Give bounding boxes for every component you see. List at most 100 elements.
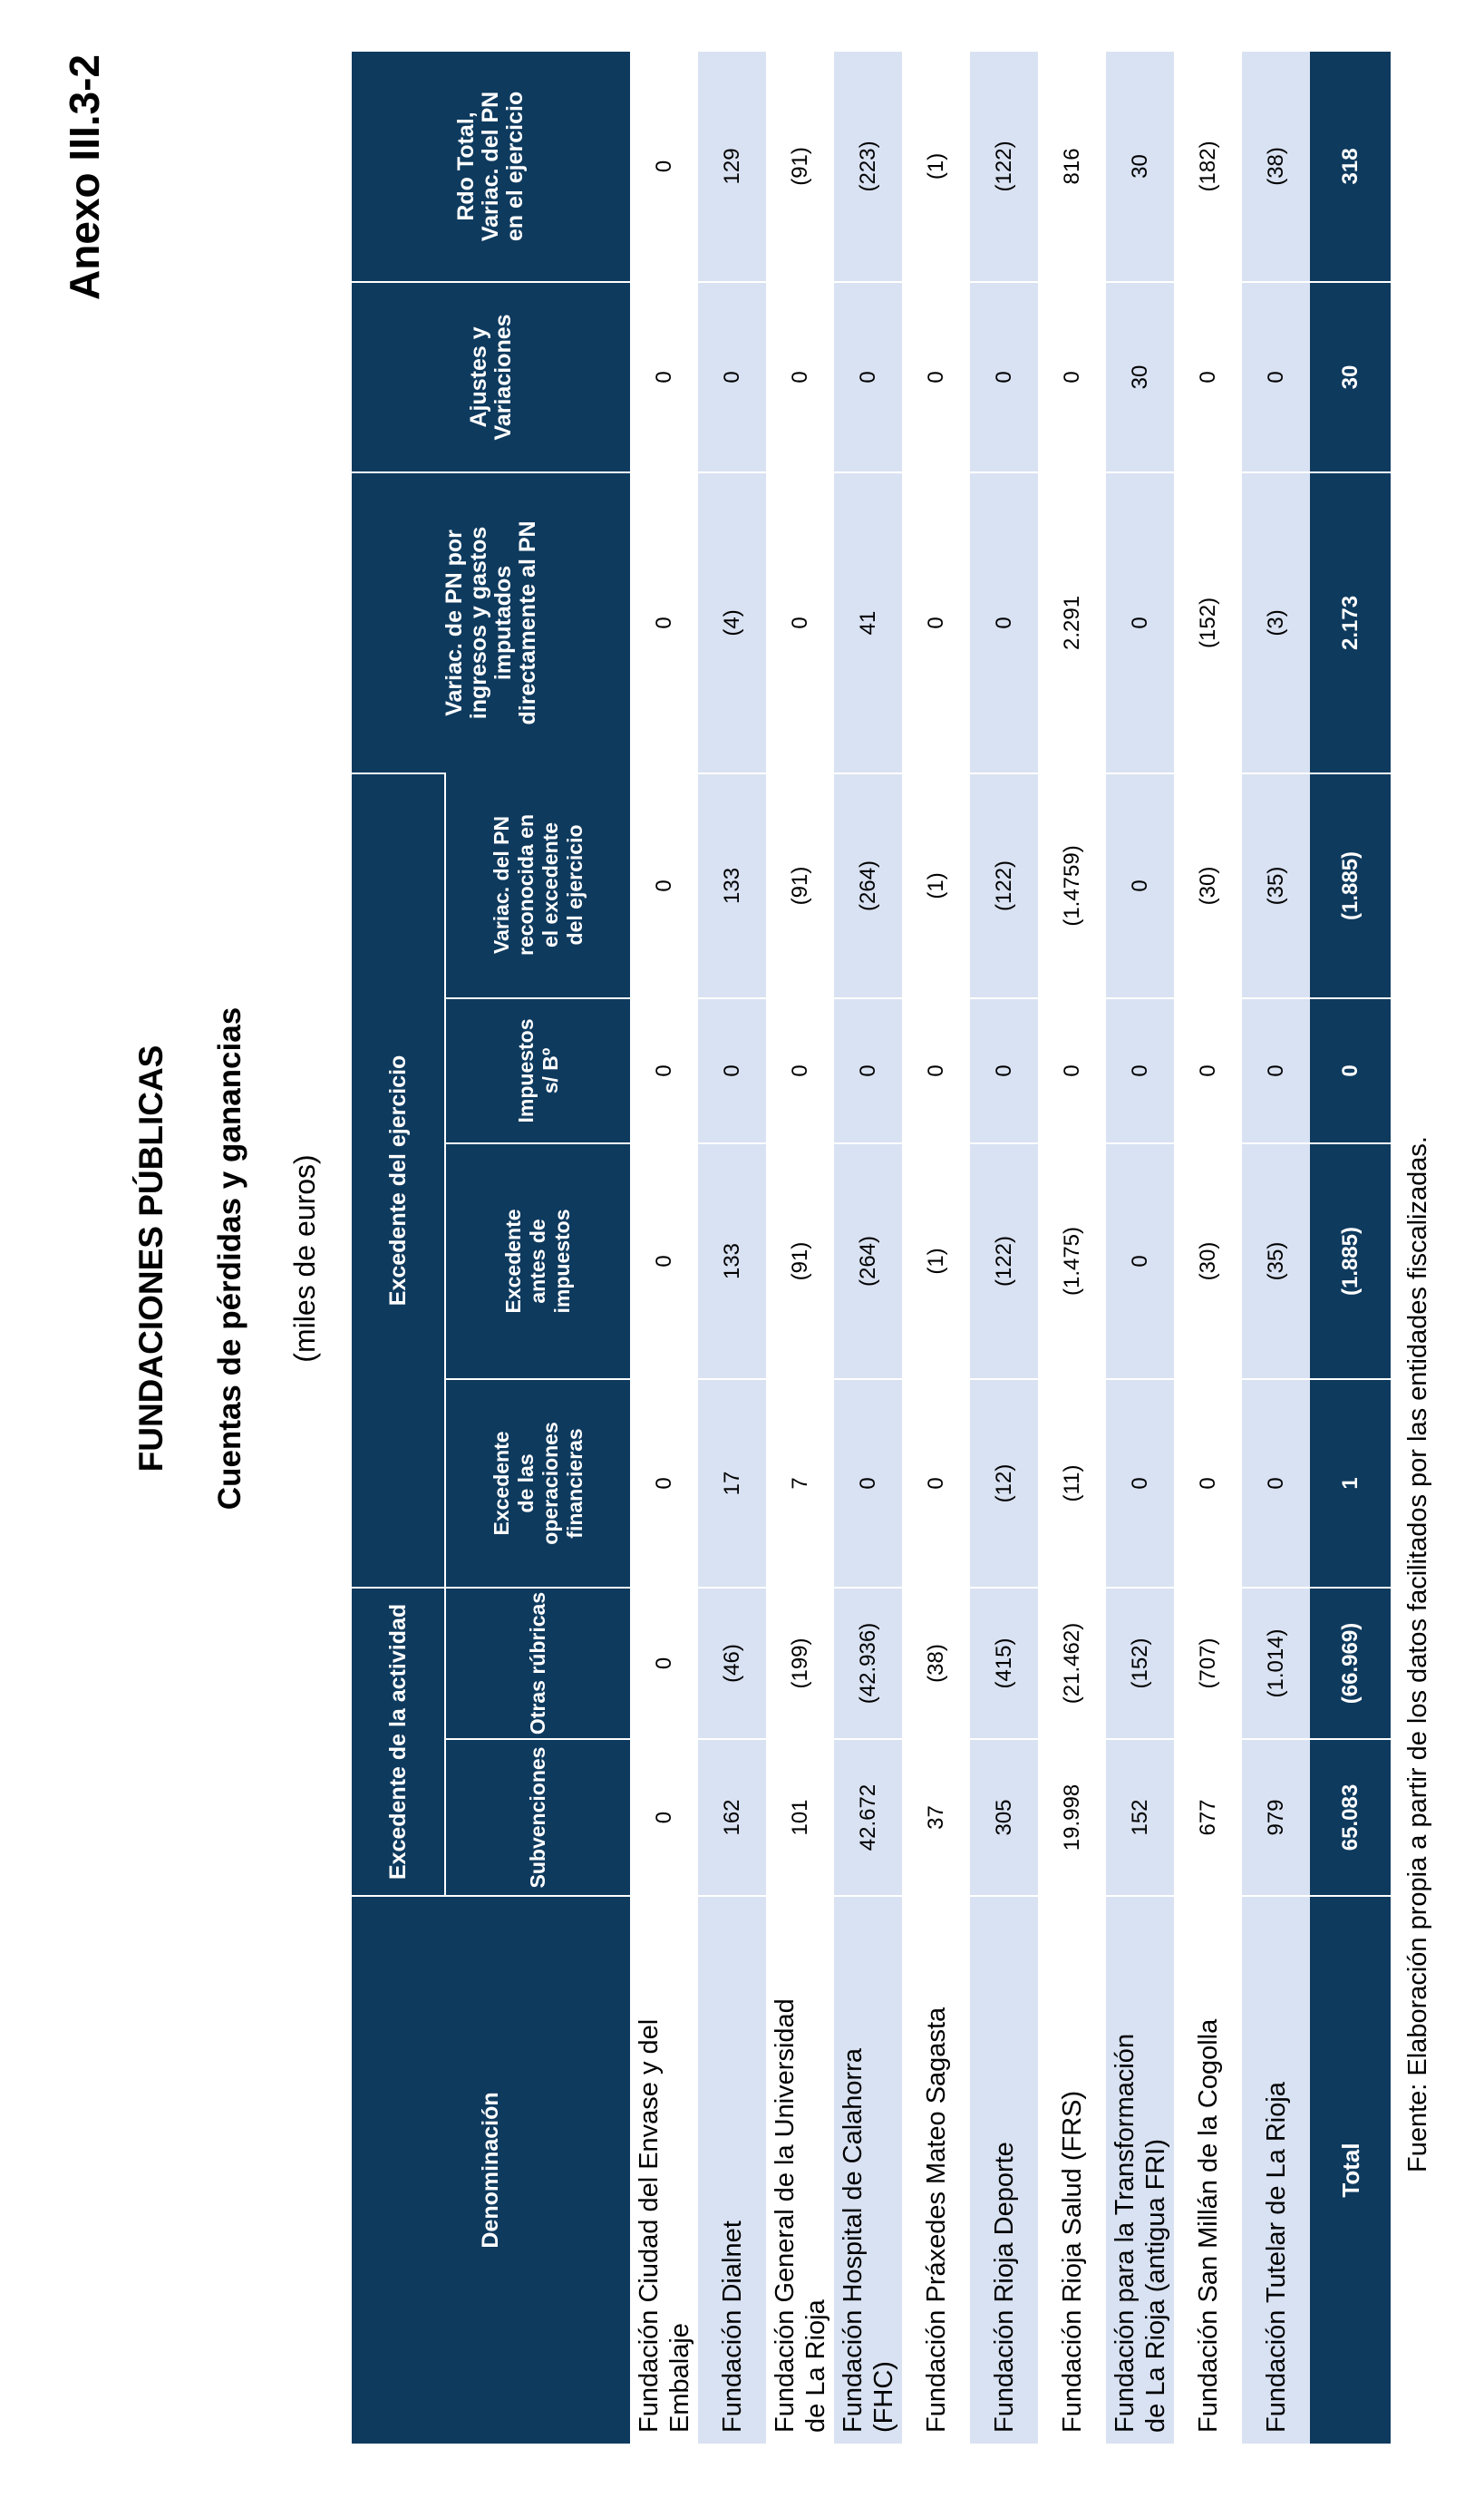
profit-loss-table: Denominación Excedente de la actividad E… [352, 51, 1391, 2444]
col-header-ajustes-variaciones: Ajustes y Variaciones [352, 280, 630, 471]
cell-variac-pn-reconocida-excedente: (91) [766, 772, 834, 997]
cell-rdo-total-variac-pn: (91) [766, 51, 834, 281]
cell-impuestos-sobre-beneficios: 0 [1242, 996, 1310, 1142]
group-header-excedente-ejercicio: Excedente del ejercicio [352, 772, 446, 1587]
table-row: Fundación Rioja Deporte 305 (415) (12) (122)… [970, 51, 1038, 2444]
cell-impuestos-sobre-beneficios: 0 [902, 996, 970, 1142]
col-header-variac-pn-reconocida-excedente: Variac. del PN reconocida en el excedent… [446, 772, 630, 997]
cell-excedente-operaciones-financieras: (12) [970, 1377, 1038, 1587]
page-subtitle: Cuentas de pérdidas y ganancias [212, 1006, 247, 1511]
total-cell-excedente-antes-impuestos: (1.885) [1310, 1142, 1391, 1378]
cell-excedente-antes-impuestos: (122) [970, 1142, 1038, 1378]
row-name-cell: Fundación Tutelar de La Rioja [1242, 1895, 1310, 2444]
cell-variac-pn-ingresos-gastos-imputados: 2.291 [1038, 471, 1106, 773]
cell-otras-rubricas: (199) [766, 1586, 834, 1738]
cell-excedente-operaciones-financieras: 0 [1242, 1377, 1310, 1587]
cell-variac-pn-ingresos-gastos-imputados: (3) [1242, 471, 1310, 773]
group-header-excedente-actividad: Excedente de la actividad [352, 1586, 446, 1895]
cell-subvenciones: 677 [1174, 1738, 1242, 1895]
col-header-variac-pn-ingresos-gastos-imputados: Variac. de PN por ingresos y gastos impu… [352, 471, 630, 773]
table-row: Fundación Tutelar de La Rioja 979 (1.014) 0… [1242, 51, 1310, 2444]
cell-variac-pn-ingresos-gastos-imputados: 41 [834, 471, 902, 773]
table-row: Fundación San Millán de la Cogolla 677 (70… [1174, 51, 1242, 2444]
cell-excedente-antes-impuestos: 0 [1106, 1142, 1174, 1378]
table-row: Fundación para la Transformación de La R… [1106, 51, 1174, 2444]
cell-rdo-total-variac-pn: (38) [1242, 51, 1310, 281]
total-row: Total 65.083 (66.969) 1 (1.885) 0 (1.885) 2.173… [1310, 51, 1391, 2444]
col-header-excedente-operaciones-financieras: Excedente de las operaciones financieras [446, 1377, 630, 1587]
cell-excedente-antes-impuestos: (30) [1174, 1142, 1242, 1378]
cell-otras-rubricas: (1.014) [1242, 1586, 1310, 1738]
cell-excedente-antes-impuestos: (1.475) [1038, 1142, 1106, 1378]
table-header: Denominación Excedente de la actividad E… [352, 51, 630, 2444]
cell-variac-pn-reconocida-excedente: (264) [834, 772, 902, 997]
table-row: Fundación General de la Universidad de L… [766, 51, 834, 2444]
cell-subvenciones: 19.998 [1038, 1738, 1106, 1895]
cell-variac-pn-reconocida-excedente: 0 [630, 772, 698, 997]
unit-note: (miles de euros) [288, 1154, 321, 1363]
col-header-excedente-antes-impuestos: Excedente antes de impuestos [446, 1142, 630, 1378]
cell-ajustes-variaciones: 0 [902, 280, 970, 471]
col-header-rdo-total-variac-pn: Rdo Total, Variac. del PN en el ejercici… [352, 51, 630, 281]
total-label-cell: Total [1310, 1895, 1391, 2444]
row-name-cell: Fundación Rioja Salud (FRS) [1038, 1895, 1106, 2444]
total-cell-impuestos-sobre-beneficios: 0 [1310, 996, 1391, 1142]
cell-variac-pn-reconocida-excedente: (30) [1174, 772, 1242, 997]
cell-subvenciones: 152 [1106, 1738, 1174, 1895]
cell-otras-rubricas: (707) [1174, 1586, 1242, 1738]
total-cell-subvenciones: 65.083 [1310, 1738, 1391, 1895]
cell-ajustes-variaciones: 0 [630, 280, 698, 471]
cell-excedente-operaciones-financieras: 0 [834, 1377, 902, 1587]
cell-variac-pn-reconocida-excedente: 0 [1106, 772, 1174, 997]
cell-variac-pn-ingresos-gastos-imputados: 0 [1106, 471, 1174, 773]
cell-ajustes-variaciones: 30 [1106, 280, 1174, 471]
cell-variac-pn-ingresos-gastos-imputados: 0 [970, 471, 1038, 773]
cell-subvenciones: 0 [630, 1738, 698, 1895]
cell-variac-pn-ingresos-gastos-imputados: (152) [1174, 471, 1242, 773]
cell-rdo-total-variac-pn: 129 [698, 51, 766, 281]
cell-variac-pn-reconocida-excedente: (122) [970, 772, 1038, 997]
cell-rdo-total-variac-pn: (182) [1174, 51, 1242, 281]
cell-excedente-antes-impuestos: 133 [698, 1142, 766, 1378]
col-header-impuestos-sobre-beneficios: Impuestos s/ Bº [446, 996, 630, 1142]
col-header-subvenciones: Subvenciones [446, 1738, 630, 1895]
cell-excedente-antes-impuestos: 0 [630, 1142, 698, 1378]
cell-otras-rubricas: (21.462) [1038, 1586, 1106, 1738]
cell-subvenciones: 37 [902, 1738, 970, 1895]
row-name-cell: Fundación San Millán de la Cogolla [1174, 1895, 1242, 2444]
cell-rdo-total-variac-pn: (122) [970, 51, 1038, 281]
cell-ajustes-variaciones: 0 [1174, 280, 1242, 471]
cell-subvenciones: 162 [698, 1738, 766, 1895]
cell-impuestos-sobre-beneficios: 0 [1038, 996, 1106, 1142]
row-name-cell: Fundación para la Transformación de La R… [1106, 1895, 1174, 2444]
cell-otras-rubricas: (38) [902, 1586, 970, 1738]
cell-excedente-operaciones-financieras: 0 [902, 1377, 970, 1587]
table-row: Fundación Rioja Salud (FRS) 19.998 (21.462… [1038, 51, 1106, 2444]
cell-rdo-total-variac-pn: (223) [834, 51, 902, 281]
table-body: Fundación Ciudad del Envase y del Embala… [630, 51, 1310, 2444]
cell-otras-rubricas: (42.936) [834, 1586, 902, 1738]
cell-variac-pn-ingresos-gastos-imputados: (4) [698, 471, 766, 773]
table-row: Fundación Práxedes Mateo Sagasta 37 (38) 0(… [902, 51, 970, 2444]
row-name-cell: Fundación General de la Universidad de L… [766, 1895, 834, 2444]
cell-excedente-operaciones-financieras: (11) [1038, 1377, 1106, 1587]
cell-impuestos-sobre-beneficios: 0 [630, 996, 698, 1142]
cell-rdo-total-variac-pn: 816 [1038, 51, 1106, 281]
cell-impuestos-sobre-beneficios: 0 [970, 996, 1038, 1142]
cell-variac-pn-reconocida-excedente: (1.4759) [1038, 772, 1106, 997]
total-cell-variac-pn-reconocida-excedente: (1.885) [1310, 772, 1391, 997]
total-cell-ajustes-variaciones: 30 [1310, 280, 1391, 471]
row-name-cell: Fundación Ciudad del Envase y del Embala… [630, 1895, 698, 2444]
cell-variac-pn-reconocida-excedente: 133 [698, 772, 766, 997]
cell-rdo-total-variac-pn: 0 [630, 51, 698, 281]
row-name-cell: Fundación Práxedes Mateo Sagasta [902, 1895, 970, 2444]
cell-impuestos-sobre-beneficios: 0 [1174, 996, 1242, 1142]
cell-subvenciones: 101 [766, 1738, 834, 1895]
source-note: Fuente: Elaboración propia a partir de l… [1403, 1136, 1432, 2172]
cell-ajustes-variaciones: 0 [970, 280, 1038, 471]
cell-ajustes-variaciones: 0 [1242, 280, 1310, 471]
cell-variac-pn-reconocida-excedente: (1) [902, 772, 970, 997]
page-title: FUNDACIONES PÚBLICAS [132, 1045, 170, 1472]
table-row: Fundación Dialnet 162 (46) 17 133 0 133 (4) 0 129 [698, 51, 766, 2444]
